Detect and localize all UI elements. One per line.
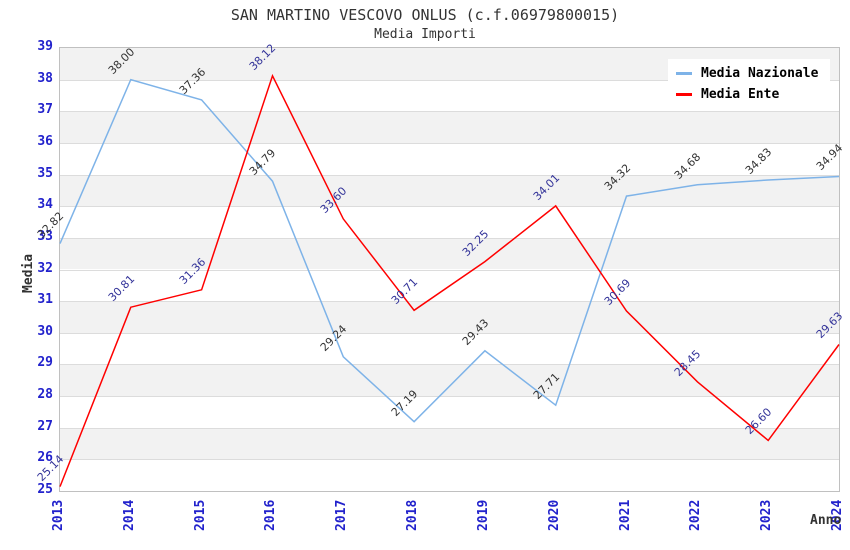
gridline <box>60 459 839 460</box>
x-tick-label: 2022 <box>688 499 704 531</box>
chart-title: SAN MARTINO VESCOVO ONLUS (c.f.069798000… <box>230 6 620 24</box>
y-tick-label: 36 <box>37 133 53 149</box>
x-tick-label: 2023 <box>759 499 775 531</box>
gridline <box>60 396 839 397</box>
y-tick-label: 39 <box>37 39 53 54</box>
y-tick-label: 30 <box>37 323 53 339</box>
gridline <box>60 80 839 81</box>
plot-band <box>60 174 839 207</box>
x-tick-label: 2019 <box>475 499 491 531</box>
y-tick-label: 29 <box>37 355 53 371</box>
x-tick-label: 2021 <box>617 499 633 531</box>
x-axis-title: Anno <box>810 513 842 528</box>
y-tick-label: 28 <box>37 387 53 403</box>
legend-item-0: Media Nazionale <box>676 63 818 84</box>
gridline <box>60 428 839 429</box>
chart-subtitle: Media Importi <box>374 27 476 42</box>
legend-swatch-icon <box>676 72 692 75</box>
y-tick-label: 27 <box>37 418 53 434</box>
plot-area <box>59 47 840 492</box>
plot-band <box>60 237 839 270</box>
y-tick-label: 26 <box>37 450 53 466</box>
x-tick-label: 2020 <box>546 499 562 531</box>
gridline <box>60 364 839 365</box>
plot-band <box>60 111 839 143</box>
gridline <box>60 238 839 239</box>
x-tick-label: 2017 <box>334 499 350 531</box>
x-tick-label: 2018 <box>405 499 421 531</box>
gridline <box>60 333 839 334</box>
x-tick-label: 2015 <box>192 499 208 531</box>
legend: Media Nazionale Media Ente <box>668 59 831 111</box>
series-line-0 <box>59 78 840 423</box>
series-line-1 <box>59 73 840 487</box>
series-lines <box>59 73 840 487</box>
gridline <box>60 206 839 207</box>
y-tick-label: 25 <box>37 482 53 497</box>
y-tick-label: 32 <box>37 260 53 276</box>
x-tick-label: 2014 <box>121 499 137 531</box>
legend-swatch-icon <box>676 93 692 96</box>
y-tick-label: 31 <box>37 292 53 308</box>
gridline <box>60 270 839 271</box>
legend-label: Media Nazionale <box>701 66 819 81</box>
y-tick-label: 38 <box>37 70 53 86</box>
gridline <box>60 111 839 112</box>
x-tick-label: 2016 <box>263 499 279 531</box>
legend-label: Media Ente <box>701 87 780 102</box>
legend-item-1: Media Ente <box>676 84 818 105</box>
plot-band <box>60 301 839 333</box>
y-tick-label: 35 <box>37 165 53 181</box>
y-tick-label: 37 <box>37 102 53 118</box>
gridline <box>60 143 839 144</box>
plot-band <box>60 427 839 460</box>
y-tick-label: 34 <box>37 197 53 213</box>
gridline <box>60 301 839 302</box>
gridline <box>60 175 839 176</box>
x-tick-label: 2013 <box>51 499 66 531</box>
y-axis-title: Media <box>21 253 36 293</box>
y-tick-label: 33 <box>37 228 53 244</box>
